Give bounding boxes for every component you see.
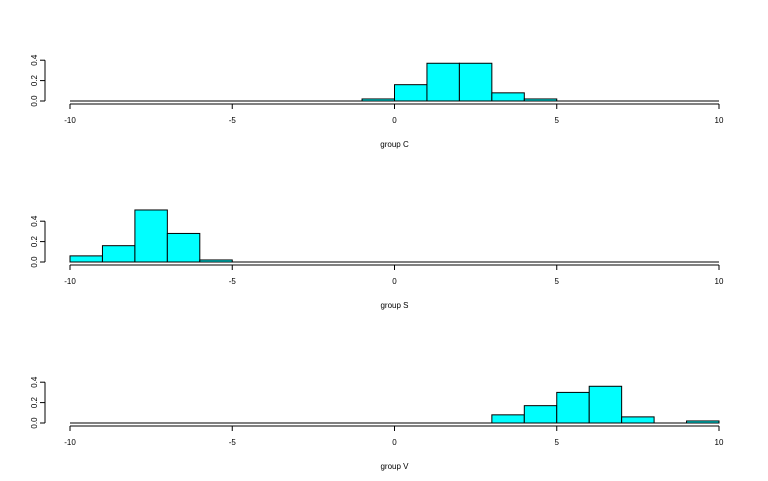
y-tick-label: 0.4 <box>30 215 39 227</box>
x-tick-label: 5 <box>555 277 560 286</box>
x-tick-label: 0 <box>392 277 397 286</box>
x-tick-label: -5 <box>229 277 237 286</box>
histogram-bar <box>621 416 655 424</box>
x-tick-label: 5 <box>555 116 560 125</box>
histogram-bar <box>426 62 460 102</box>
histogram-bar <box>199 259 233 263</box>
x-tick-label: -10 <box>64 438 76 447</box>
histogram-bar <box>491 414 525 424</box>
histogram-bar <box>134 209 168 263</box>
x-tick-label: -5 <box>229 116 237 125</box>
x-tick-label: 10 <box>715 116 724 125</box>
histogram-panel: -10 -5 0 5 10 0.0 0.2 0.4 group S <box>30 209 724 310</box>
y-tick-label: 0.4 <box>30 376 39 388</box>
y-tick-label: 0.0 <box>30 256 39 268</box>
histogram-bar <box>361 98 395 102</box>
x-axis-label: group S <box>380 301 408 310</box>
histogram-bar <box>686 420 720 424</box>
histogram-bar <box>458 62 493 102</box>
y-tick-label: 0.2 <box>30 396 39 408</box>
histogram-panel: -10 -5 0 5 10 0.0 0.2 0.4 group V <box>30 376 724 471</box>
x-tick-label: -5 <box>229 438 237 447</box>
histogram-bar <box>166 232 201 263</box>
x-tick-label: -10 <box>64 116 76 125</box>
histogram-bar <box>101 245 136 263</box>
x-tick-label: 0 <box>392 438 397 447</box>
histogram-bar <box>588 385 623 424</box>
histogram-bar <box>491 92 525 102</box>
x-tick-label: 5 <box>555 438 560 447</box>
y-tick-label: 0.2 <box>30 235 39 247</box>
histogram-panel: -10 -5 0 5 10 0.0 0.2 0.4 group C <box>30 54 724 149</box>
x-axis-label: group V <box>380 462 409 471</box>
histogram-bar <box>69 255 103 263</box>
y-tick-label: 0.0 <box>30 417 39 429</box>
histogram-bar <box>394 84 428 102</box>
histogram-bar <box>523 98 558 102</box>
x-tick-label: 0 <box>392 116 397 125</box>
x-tick-label: 10 <box>715 277 724 286</box>
x-axis-label: group C <box>380 140 409 149</box>
histogram-bar <box>523 405 558 424</box>
y-tick-label: 0.2 <box>30 74 39 86</box>
y-tick-label: 0.0 <box>30 95 39 107</box>
x-tick-label: 10 <box>715 438 724 447</box>
histogram-bar <box>556 391 590 424</box>
x-tick-label: -10 <box>64 277 76 286</box>
y-tick-label: 0.4 <box>30 54 39 66</box>
